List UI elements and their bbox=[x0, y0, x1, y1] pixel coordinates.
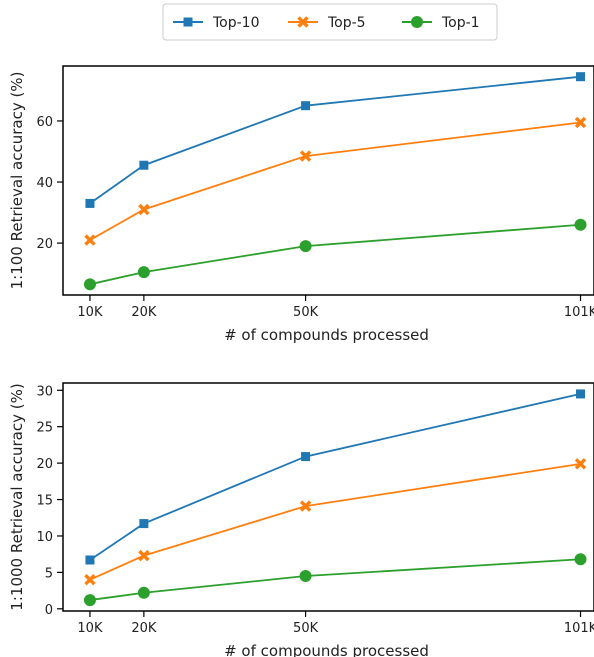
data-point bbox=[139, 160, 149, 170]
series-top-1 bbox=[83, 218, 587, 291]
x-tick-label: 20K bbox=[131, 621, 157, 636]
legend: Top-10 Top-5 Top-1 bbox=[162, 3, 498, 41]
legend-box bbox=[162, 3, 498, 41]
x-tick-label: 101K bbox=[564, 305, 594, 320]
legend-label: Top-5 bbox=[327, 15, 366, 31]
data-point bbox=[576, 72, 586, 82]
series-top-5 bbox=[84, 116, 587, 246]
data-point bbox=[83, 594, 96, 607]
series-top-10 bbox=[85, 389, 586, 565]
x-axis-label: # of compounds processed bbox=[224, 326, 429, 344]
data-point bbox=[138, 549, 150, 562]
data-point bbox=[139, 519, 149, 529]
x-tick-label: 20K bbox=[131, 305, 157, 320]
legend-marker-circle bbox=[411, 16, 423, 28]
series-top-5 bbox=[84, 458, 587, 586]
data-point bbox=[299, 500, 312, 512]
data-point bbox=[299, 240, 312, 253]
legend-item-top-5: Top-5 bbox=[288, 15, 366, 31]
data-point bbox=[137, 266, 150, 279]
x-tick-label: 101K bbox=[564, 621, 594, 636]
series-top-10 bbox=[85, 72, 586, 208]
plot-frame bbox=[62, 65, 594, 296]
data-point bbox=[83, 278, 96, 291]
x-tick-label: 10K bbox=[77, 621, 103, 636]
legend-marker-square bbox=[183, 17, 193, 27]
series-line bbox=[89, 75, 581, 205]
series-top-1 bbox=[83, 553, 587, 607]
y-tick-label: 15 bbox=[36, 494, 53, 509]
y-axis-label: 1:1000 Retrieval accuracy (%) bbox=[8, 383, 26, 610]
data-point bbox=[301, 452, 311, 462]
series-line bbox=[89, 558, 581, 601]
legend-item-top-1: Top-1 bbox=[402, 15, 480, 31]
x-tick-label: 50K bbox=[293, 305, 319, 320]
legend-marker-x bbox=[297, 16, 309, 28]
data-point bbox=[574, 553, 587, 566]
series-line bbox=[89, 462, 581, 581]
legend-label: Top-1 bbox=[441, 15, 480, 31]
y-tick-label: 60 bbox=[36, 115, 53, 130]
data-point bbox=[85, 555, 95, 565]
x-axis-label: # of compounds processed bbox=[224, 642, 429, 657]
y-tick-label: 5 bbox=[45, 566, 53, 581]
data-point bbox=[574, 218, 587, 231]
x-tick-label: 10K bbox=[77, 305, 103, 320]
y-tick-label: 20 bbox=[36, 237, 53, 252]
data-point bbox=[576, 389, 586, 399]
y-tick-label: 10 bbox=[36, 530, 53, 545]
data-point bbox=[574, 116, 587, 129]
series-line bbox=[89, 223, 581, 286]
data-point bbox=[299, 150, 312, 162]
y-tick-label: 40 bbox=[36, 176, 53, 191]
legend-label: Top-10 bbox=[212, 15, 260, 31]
y-tick-label: 25 bbox=[36, 421, 53, 436]
data-point bbox=[84, 234, 96, 246]
x-tick-label: 50K bbox=[293, 621, 319, 636]
data-point bbox=[299, 570, 312, 583]
y-tick-label: 30 bbox=[36, 384, 53, 399]
y-axis-label: 1:100 Retrieval accuracy (%) bbox=[8, 72, 26, 290]
y-tick-label: 20 bbox=[36, 457, 53, 472]
data-point bbox=[85, 198, 95, 208]
plot-frame bbox=[62, 382, 594, 612]
legend-item-top-10: Top-10 bbox=[173, 15, 260, 31]
data-point bbox=[84, 573, 96, 586]
plot-panel-2: 10K 20K 50K 101K 0 5 10 15 20 25 30 # of compounds … bbox=[8, 382, 594, 657]
series-line bbox=[89, 393, 581, 561]
data-point bbox=[301, 101, 311, 111]
data-point bbox=[137, 586, 150, 599]
data-point bbox=[574, 458, 587, 470]
series-line bbox=[89, 121, 581, 241]
data-point bbox=[138, 203, 150, 216]
y-tick-label: 0 bbox=[45, 603, 53, 618]
plot-panel-1: 10K 20K 50K 101K 20 40 60 # of compounds proces… bbox=[8, 65, 594, 344]
